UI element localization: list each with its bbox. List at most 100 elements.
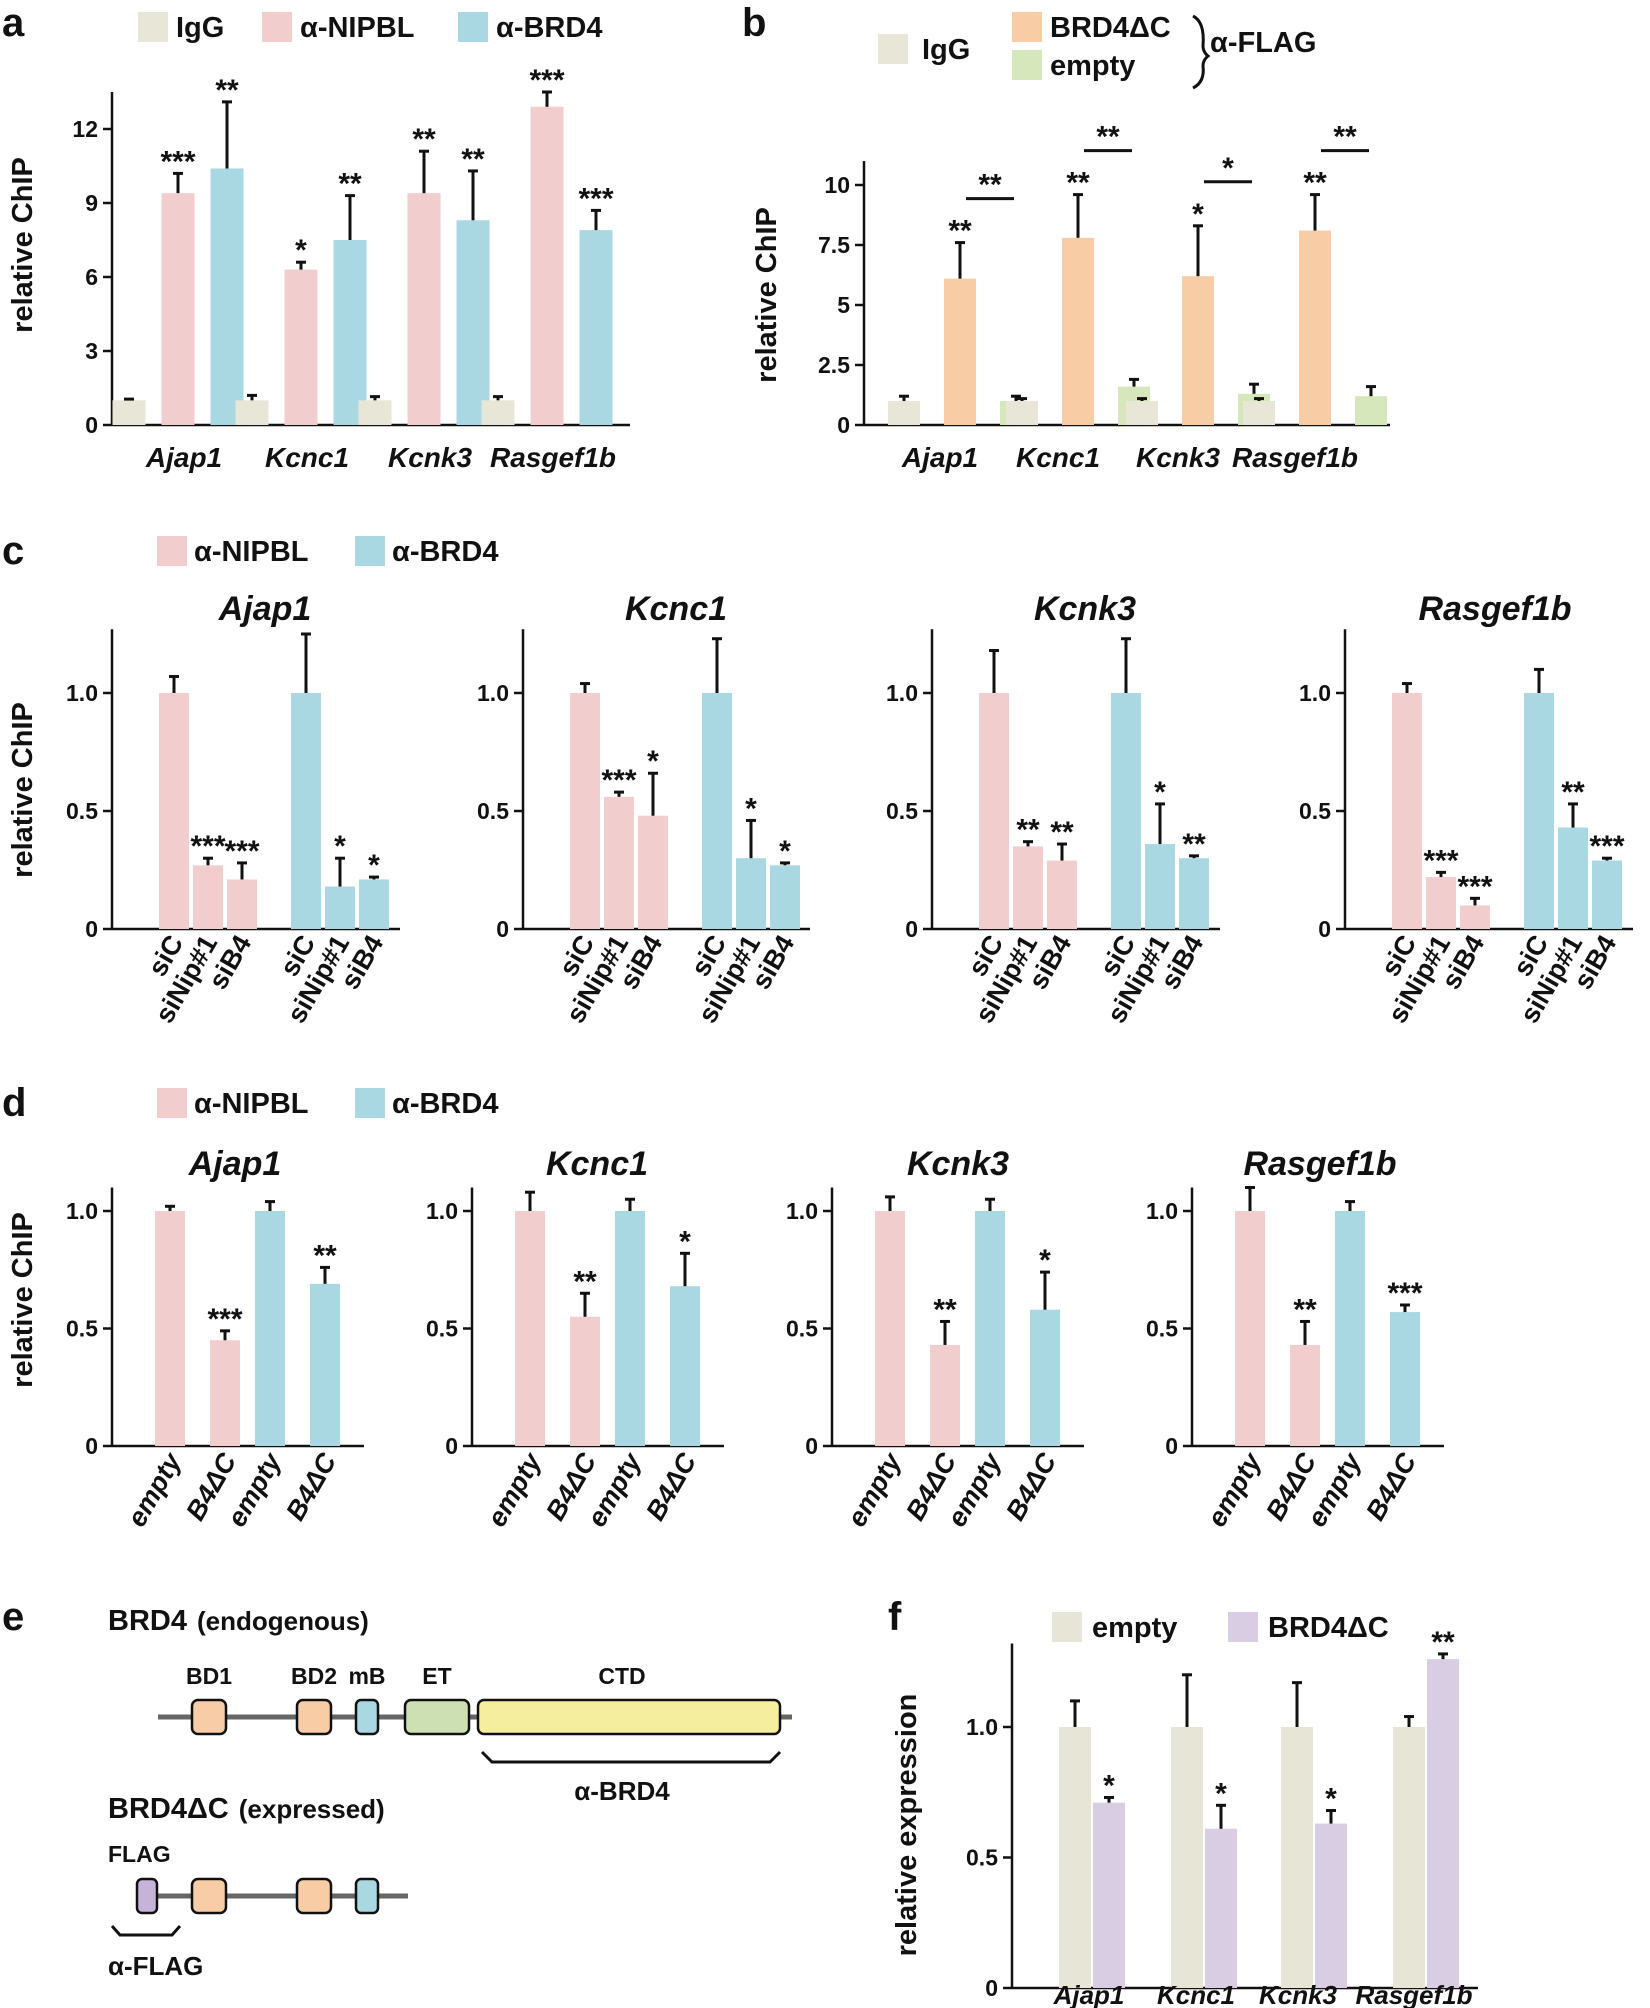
significance-a-2-1: **	[412, 123, 436, 156]
y-tick-label-c-2-2: 1.0	[886, 680, 918, 706]
endo-title: BRD4	[108, 1605, 187, 1637]
comparison-significance-b-3: **	[1333, 121, 1357, 154]
bar-c-2-3	[1111, 693, 1141, 929]
bar-c-1-4	[736, 858, 766, 929]
bar-c-0-4	[325, 886, 355, 929]
y-tick-label-d-0-0: 0	[85, 1433, 98, 1459]
legend-b-0: IgG	[922, 34, 970, 66]
y-tick-label-c-2-1: 0.5	[886, 798, 918, 824]
x-label-d-2-0: empty	[841, 1446, 908, 1532]
legend-c-swatch-0	[157, 536, 187, 566]
legend-c-1: α-BRD4	[392, 536, 498, 568]
bar-a-1-1	[284, 269, 318, 425]
bar-a-3-2	[579, 230, 613, 425]
y-tick-label-a-0: 0	[85, 412, 98, 438]
significance-f-0-1: *	[1103, 1769, 1115, 1802]
bar-a-0-2	[210, 168, 244, 425]
significance-c-1-1: ***	[601, 764, 636, 797]
legend-f-swatch-1	[1228, 1612, 1258, 1642]
x-label-d-3-3: B4ΔC	[1360, 1448, 1422, 1526]
y-tick-label-b-3: 7.5	[818, 232, 850, 258]
bar-d-0-3	[310, 1283, 340, 1446]
bar-c-1-3	[702, 693, 732, 929]
bar-c-1-5	[770, 865, 800, 929]
bar-a-3-1	[530, 106, 564, 426]
bar-b-3-2	[1355, 396, 1387, 425]
y-tick-label-c-2-0: 0	[905, 916, 918, 942]
significance-c-0-4: *	[334, 830, 346, 863]
bar-f-2-1	[1315, 1823, 1347, 1988]
bar-c-2-5	[1179, 858, 1209, 929]
legend-d-swatch-0	[157, 1088, 187, 1118]
bar-a-2-2	[456, 220, 490, 425]
bar-b-3-0	[1243, 401, 1275, 425]
y-tick-label-b-1: 2.5	[818, 352, 850, 378]
panel-label-f: f	[888, 1595, 902, 1639]
x-label-f-3: Rasgef1b	[1355, 1980, 1472, 2008]
x-label-d-3-0: empty	[1201, 1446, 1268, 1532]
significance-d-2-3: *	[1039, 1244, 1051, 1277]
significance-d-2-1: **	[933, 1293, 957, 1326]
flag-tag	[135, 1877, 159, 1915]
x-label-b-1: Kcnc1	[1016, 442, 1100, 473]
bar-f-0-1	[1093, 1802, 1125, 1988]
y-tick-label-c-3-0: 0	[1318, 916, 1331, 942]
x-label-d-2-3: B4ΔC	[1000, 1448, 1062, 1526]
legend-c-swatch-1	[355, 536, 385, 566]
significance-b-2-1: *	[1192, 198, 1204, 231]
y-tick-label-a-2: 6	[85, 264, 98, 290]
bar-d-3-3	[1390, 1312, 1420, 1446]
legend-b-swatch-1	[1012, 12, 1042, 42]
y-tick-label-d-2-1: 0.5	[786, 1316, 818, 1342]
chart-title-c-1: Kcnc1	[625, 590, 727, 628]
bar-c-0-3	[291, 693, 321, 929]
bar-a-3-0	[481, 400, 515, 425]
bar-c-3-0	[1392, 693, 1422, 929]
y-tick-label-a-1: 3	[85, 338, 98, 364]
chart-title-d-3: Rasgef1b	[1243, 1145, 1396, 1183]
legend-a-1: α-NIPBL	[300, 12, 415, 44]
legend-b-1: BRD4ΔC	[1050, 12, 1171, 44]
significance-a-1-1: *	[295, 234, 307, 267]
y-axis-label-f: relative expression	[891, 1694, 923, 1957]
flag-label: FLAG	[108, 1841, 171, 1867]
y-tick-label-d-1-2: 1.0	[426, 1198, 458, 1224]
x-label-a-0: Ajap1	[145, 442, 222, 473]
anti-brd4-bracket	[480, 1750, 782, 1764]
y-tick-label-c-1-2: 1.0	[477, 680, 509, 706]
bar-c-0-1	[193, 865, 223, 929]
y-tick-label-d-2-2: 1.0	[786, 1198, 818, 1224]
bar-d-2-3	[1030, 1309, 1060, 1446]
panel-label-c: c	[2, 529, 24, 573]
bar-a-1-2	[333, 240, 367, 425]
x-label-a-3: Rasgef1b	[490, 442, 616, 473]
significance-b-3-1: **	[1303, 167, 1327, 200]
legend-f-swatch-0	[1052, 1612, 1082, 1642]
significance-c-3-2: ***	[1457, 870, 1492, 903]
bar-c-3-2	[1460, 905, 1490, 929]
bar-b-1-1	[1062, 237, 1094, 425]
legend-a-swatch-0	[138, 12, 168, 42]
bar-d-0-1	[210, 1340, 240, 1446]
y-tick-label-d-0-2: 1.0	[66, 1198, 98, 1224]
bd1-domain	[190, 1698, 228, 1736]
significance-b-0-1: **	[948, 215, 972, 248]
y-tick-label-c-1-1: 0.5	[477, 798, 509, 824]
y-tick-label-f-0: 0	[985, 1975, 998, 2001]
significance-a-0-2: **	[215, 74, 239, 107]
bar-d-0-2	[255, 1211, 285, 1446]
legend-b-swatch-2	[1012, 50, 1042, 80]
significance-c-3-4: **	[1561, 776, 1585, 809]
bar-c-2-2	[1047, 860, 1077, 929]
significance-c-0-2: ***	[224, 835, 259, 868]
legend-d-1: α-BRD4	[392, 1088, 498, 1120]
anti-brd4-label: α-BRD4	[574, 1776, 670, 1806]
bar-b-1-0	[1006, 401, 1038, 425]
significance-d-0-1: ***	[207, 1303, 242, 1336]
bar-a-2-1	[407, 193, 441, 425]
comparison-significance-b-2: *	[1222, 152, 1234, 185]
y-tick-label-d-1-0: 0	[445, 1433, 458, 1459]
chart-b: IgG BRD4ΔC empty α-FLAG relative ChIP	[751, 12, 1316, 383]
y-tick-label-a-3: 9	[85, 190, 98, 216]
x-label-a-1: Kcnc1	[265, 442, 349, 473]
